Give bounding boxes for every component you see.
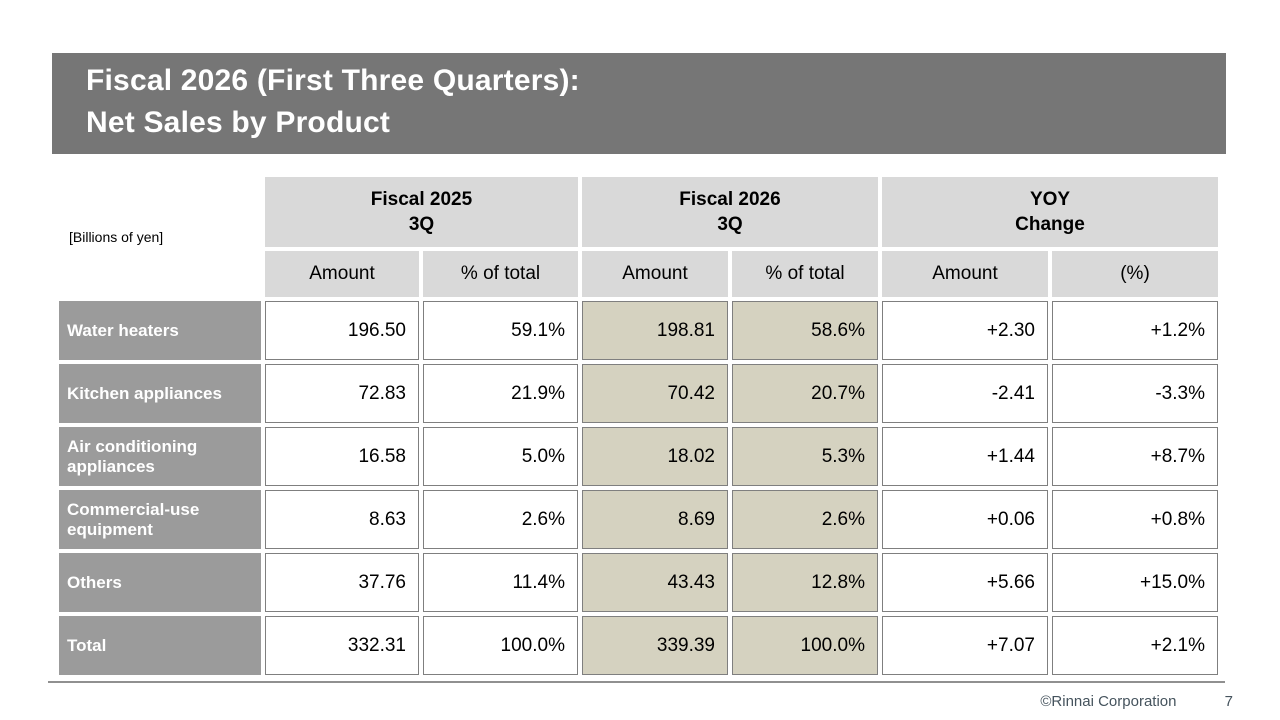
group-header-fiscal-2025: Fiscal 2025 3Q	[265, 177, 578, 247]
cell-fy2026-amount: 18.02	[582, 427, 728, 486]
group-header-yoy-line2: Change	[1015, 214, 1085, 235]
cell-fy2025-amount: 196.50	[265, 301, 419, 360]
cell-fy2026-share: 100.0%	[732, 616, 878, 675]
net-sales-table: [Billions of yen] Fiscal 2025 3Q Fiscal …	[55, 173, 1222, 679]
subheader-fy2025-amount: Amount	[265, 251, 419, 297]
cell-fy2026-share: 5.3%	[732, 427, 878, 486]
group-header-fiscal-2026-line1: Fiscal 2026	[679, 189, 781, 210]
cell-fy2025-share: 100.0%	[423, 616, 578, 675]
table-row: Kitchen appliances 72.83 21.9% 70.42 20.…	[59, 364, 1218, 423]
subheader-yoy-pct: (%)	[1052, 251, 1218, 297]
cell-yoy-pct: +15.0%	[1052, 553, 1218, 612]
cell-yoy-pct: -3.3%	[1052, 364, 1218, 423]
row-label-water-heaters: Water heaters	[59, 301, 261, 360]
cell-yoy-amount: +1.44	[882, 427, 1048, 486]
cell-fy2025-amount: 72.83	[265, 364, 419, 423]
cell-fy2025-amount: 37.76	[265, 553, 419, 612]
subheader-yoy-amount: Amount	[882, 251, 1048, 297]
row-label-commercial-use-equipment: Commercial-use equipment	[59, 490, 261, 549]
cell-fy2025-amount: 16.58	[265, 427, 419, 486]
cell-fy2026-share: 58.6%	[732, 301, 878, 360]
table-row: Water heaters 196.50 59.1% 198.81 58.6% …	[59, 301, 1218, 360]
subheader-fy2026-share: % of total	[732, 251, 878, 297]
group-header-yoy-change: YOY Change	[882, 177, 1218, 247]
cell-fy2025-amount: 332.31	[265, 616, 419, 675]
group-header-fiscal-2025-line2: 3Q	[408, 214, 435, 235]
group-header-fiscal-2026: Fiscal 2026 3Q	[582, 177, 878, 247]
cell-fy2025-share: 2.6%	[423, 490, 578, 549]
cell-yoy-amount: +2.30	[882, 301, 1048, 360]
table-row-total: Total 332.31 100.0% 339.39 100.0% +7.07 …	[59, 616, 1218, 675]
subheader-fy2026-amount: Amount	[582, 251, 728, 297]
unit-note: [Billions of yen]	[69, 229, 164, 245]
cell-yoy-pct: +2.1%	[1052, 616, 1218, 675]
page-title-line1: Fiscal 2026 (First Three Quarters):	[86, 64, 580, 97]
cell-fy2026-share: 20.7%	[732, 364, 878, 423]
cell-yoy-amount: -2.41	[882, 364, 1048, 423]
subheader-fy2025-share: % of total	[423, 251, 578, 297]
group-header-fiscal-2026-line2: 3Q	[717, 214, 743, 235]
table-group-header-row: [Billions of yen] Fiscal 2025 3Q Fiscal …	[59, 177, 1218, 247]
cell-fy2025-share: 59.1%	[423, 301, 578, 360]
row-label-kitchen-appliances: Kitchen appliances	[59, 364, 261, 423]
cell-fy2026-amount: 8.69	[582, 490, 728, 549]
row-label-others: Others	[59, 553, 261, 612]
cell-fy2026-share: 2.6%	[732, 490, 878, 549]
table-row: Air conditioning appliances 16.58 5.0% 1…	[59, 427, 1218, 486]
bottom-divider-line	[48, 681, 1225, 683]
cell-yoy-amount: +0.06	[882, 490, 1048, 549]
cell-fy2025-share: 5.0%	[423, 427, 578, 486]
row-label-total: Total	[59, 616, 261, 675]
table-subheader-row: Amount % of total Amount % of total Amou…	[59, 251, 1218, 297]
cell-fy2026-share: 12.8%	[732, 553, 878, 612]
unit-note-cell: [Billions of yen]	[59, 177, 261, 297]
cell-yoy-pct: +8.7%	[1052, 427, 1218, 486]
cell-yoy-amount: +7.07	[882, 616, 1048, 675]
group-header-fiscal-2025-line1: Fiscal 2025	[370, 189, 473, 210]
cell-fy2025-share: 21.9%	[423, 364, 578, 423]
row-label-air-conditioning-appliances: Air conditioning appliances	[59, 427, 261, 486]
cell-fy2026-amount: 198.81	[582, 301, 728, 360]
group-header-yoy-line1: YOY	[1029, 189, 1071, 210]
slide-footer: ©Rinnai Corporation 7	[0, 693, 1233, 710]
table-row: Commercial-use equipment 8.63 2.6% 8.69 …	[59, 490, 1218, 549]
table-row: Others 37.76 11.4% 43.43 12.8% +5.66 +15…	[59, 553, 1218, 612]
copyright-text: ©Rinnai Corporation	[1040, 693, 1177, 710]
cell-fy2026-amount: 70.42	[582, 364, 728, 423]
cell-yoy-amount: +5.66	[882, 553, 1048, 612]
cell-yoy-pct: +1.2%	[1052, 301, 1218, 360]
page-title-line2: Net Sales by Product	[86, 106, 391, 139]
cell-fy2025-share: 11.4%	[423, 553, 578, 612]
cell-fy2026-amount: 339.39	[582, 616, 728, 675]
cell-fy2025-amount: 8.63	[265, 490, 419, 549]
cell-fy2026-amount: 43.43	[582, 553, 728, 612]
cell-yoy-pct: +0.8%	[1052, 490, 1218, 549]
title-banner: Fiscal 2026 (First Three Quarters): Net …	[52, 53, 1226, 154]
page-number: 7	[1224, 693, 1233, 710]
